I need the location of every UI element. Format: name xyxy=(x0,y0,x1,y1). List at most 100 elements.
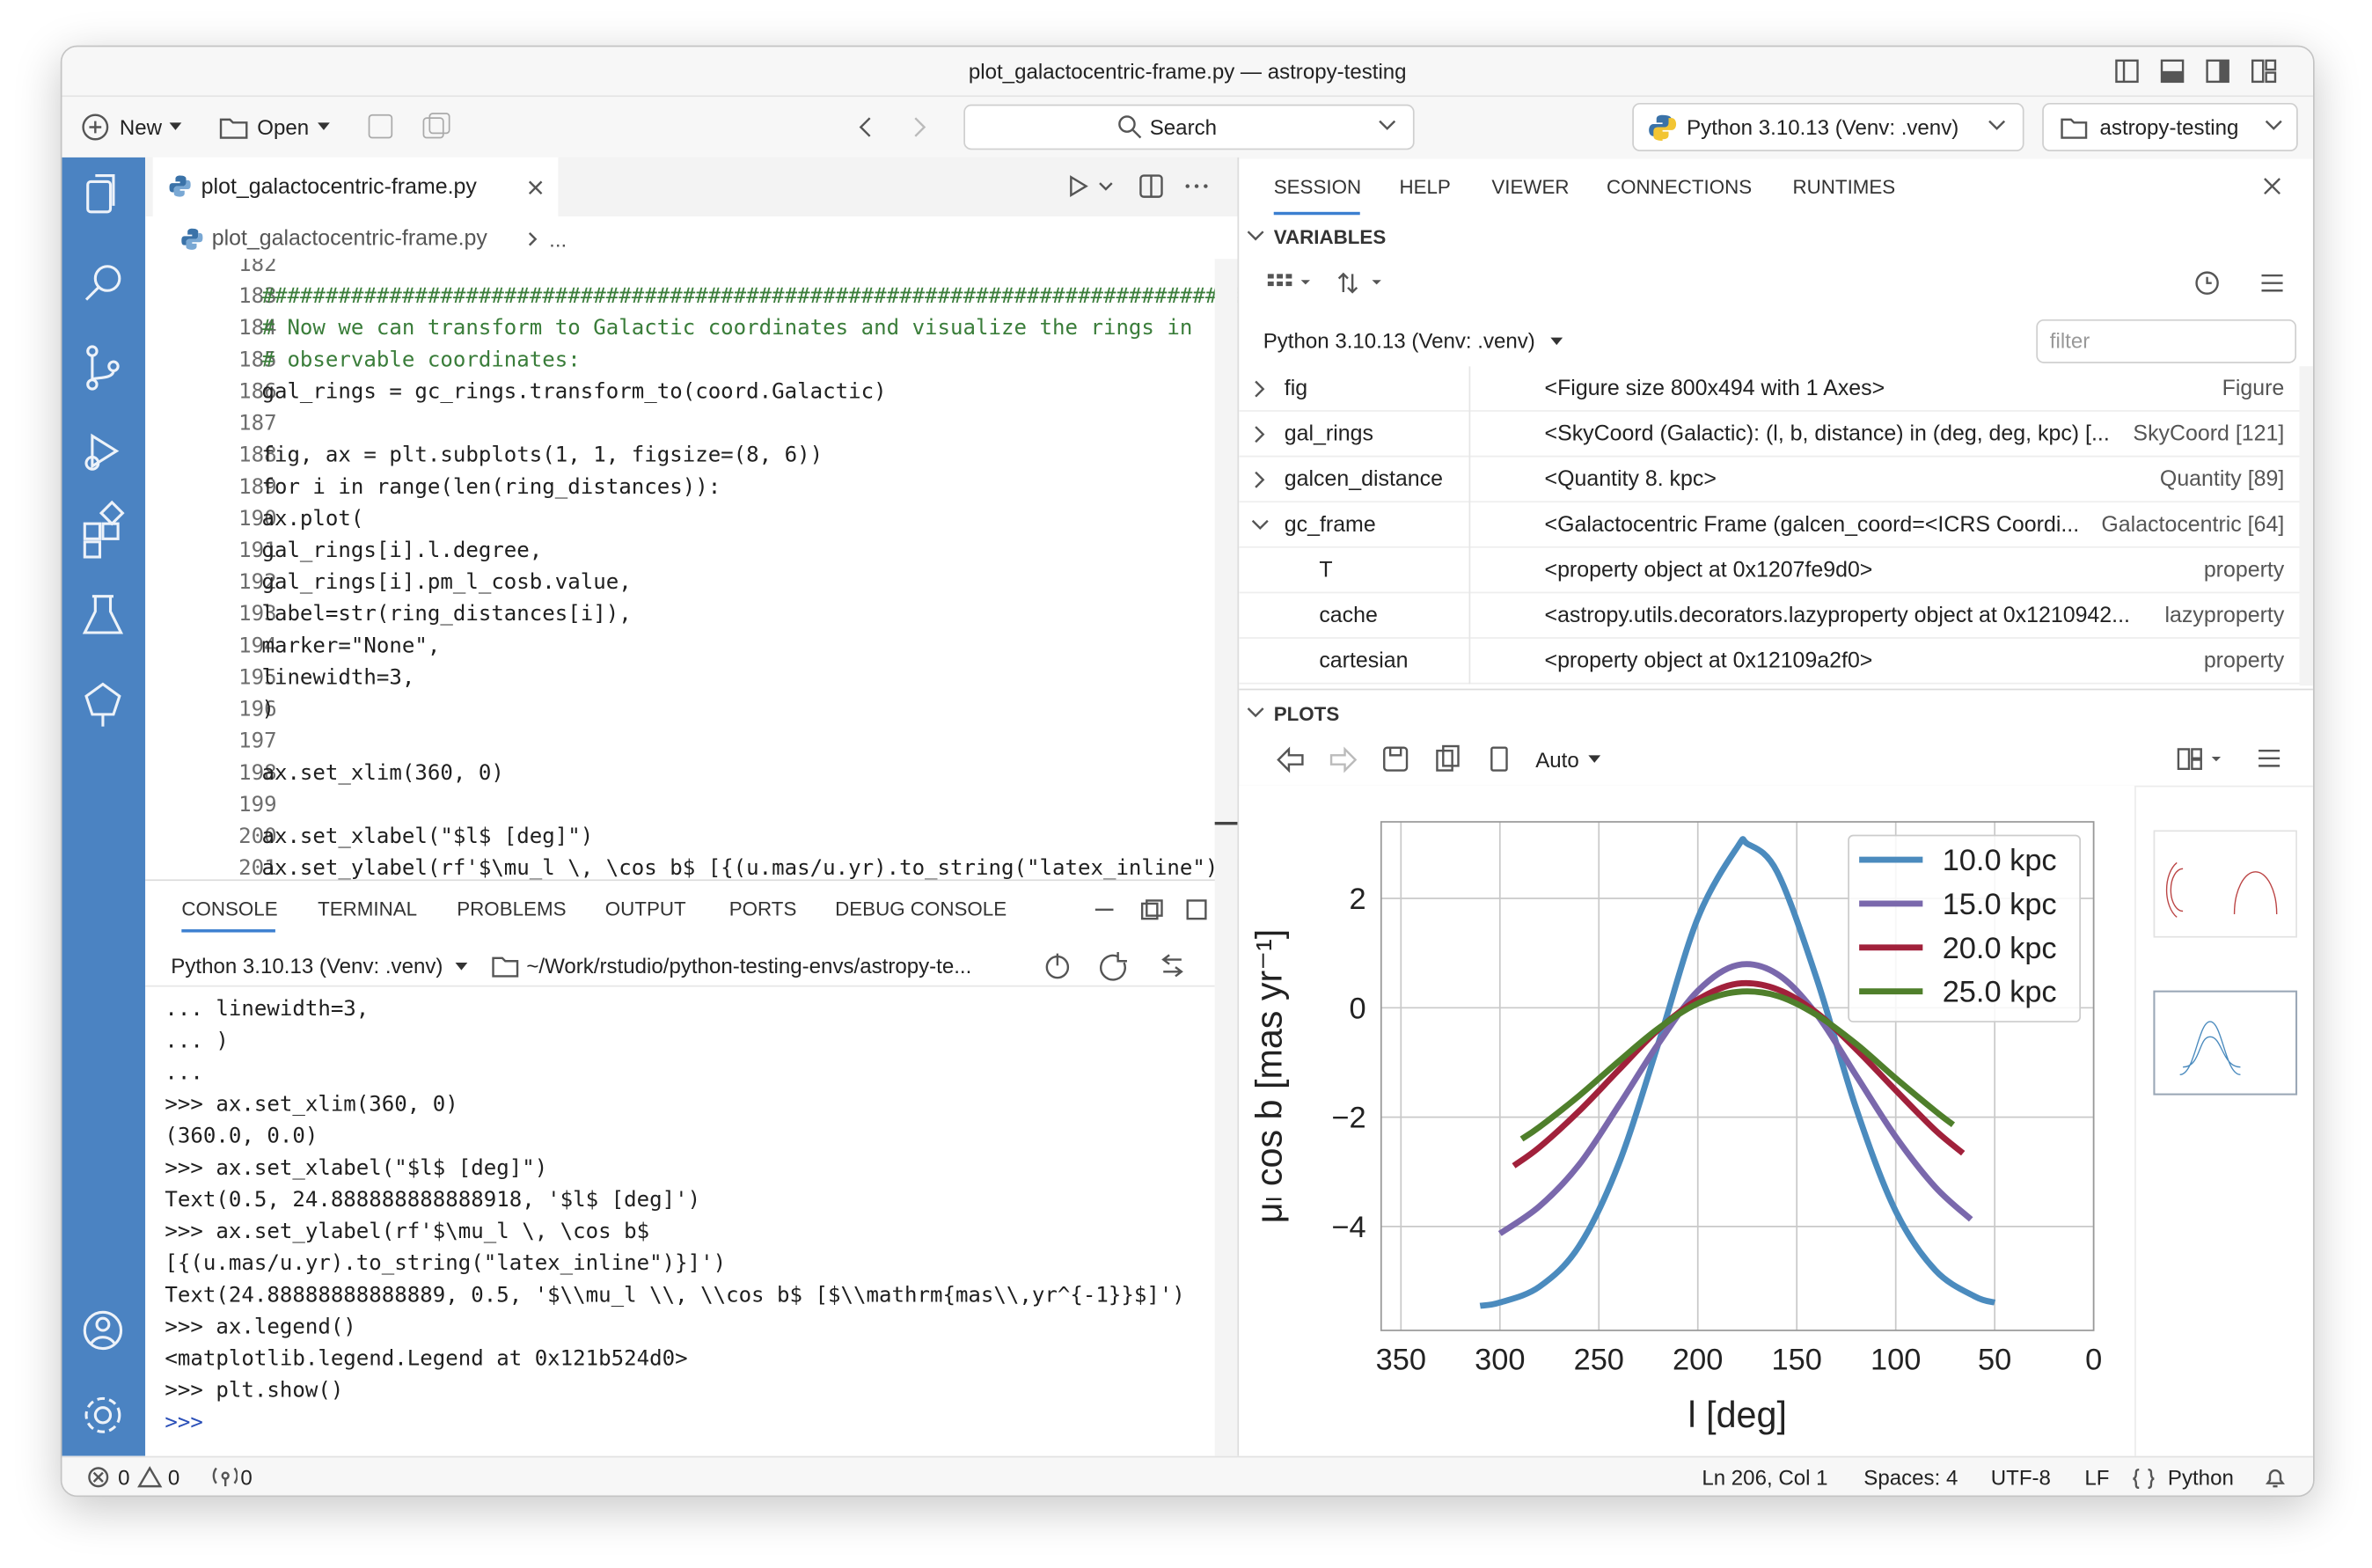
zoom-label[interactable]: Auto xyxy=(1535,747,1579,773)
variable-name[interactable]: cartesian xyxy=(1319,648,1409,674)
panel-tab[interactable]: PORTS xyxy=(728,898,797,920)
close-pane[interactable] xyxy=(2262,176,2283,197)
dropdown-arrow xyxy=(169,122,182,130)
expander[interactable] xyxy=(1251,380,1270,399)
open-icon[interactable] xyxy=(218,112,252,142)
editor-tab-label[interactable]: plot_galactocentric-frame.py xyxy=(201,175,477,201)
bell-icon[interactable] xyxy=(2263,1465,2288,1490)
variable-type[interactable]: Figure xyxy=(2222,377,2285,401)
variable-name[interactable]: gal_rings xyxy=(1284,421,1373,447)
series-line xyxy=(1519,988,1956,1142)
panel-actions[interactable] xyxy=(1091,898,1212,922)
legend-box xyxy=(1848,834,2082,1022)
editor-tab[interactable] xyxy=(152,157,559,216)
new-icon[interactable] xyxy=(80,112,110,142)
console-actions[interactable] xyxy=(1043,949,1240,983)
expander[interactable] xyxy=(1251,425,1270,443)
status-errors[interactable]: 0 xyxy=(118,1465,130,1490)
panel-tab[interactable]: PROBLEMS xyxy=(457,898,567,920)
line-number: 199 xyxy=(238,792,277,817)
variable-name[interactable]: T xyxy=(1319,558,1333,583)
status-icons[interactable] xyxy=(86,1465,238,1490)
expander[interactable] xyxy=(1251,471,1270,489)
new-button[interactable]: New xyxy=(119,114,163,140)
layout-icons[interactable] xyxy=(2112,56,2293,86)
line-number: 189 xyxy=(238,474,277,499)
variables-scrollbar[interactable] xyxy=(2299,366,2313,686)
thumbnail-divider xyxy=(2134,787,2136,1456)
open-button[interactable]: Open xyxy=(257,114,310,140)
panel-tab[interactable]: TERMINAL xyxy=(318,898,418,920)
session-tab[interactable]: SESSION xyxy=(1273,175,1362,199)
status-encoding[interactable]: UTF-8 xyxy=(1990,1465,2051,1490)
nav-arrows[interactable] xyxy=(849,112,940,142)
status-eol[interactable]: LF xyxy=(2084,1465,2110,1490)
console-interpreter[interactable]: Python 3.10.13 (Venv: .venv) xyxy=(171,953,443,978)
code-area[interactable]: 182 183 ##################################… xyxy=(145,259,1237,879)
variables-toolbar[interactable] xyxy=(1264,267,1401,297)
x-tick-label: 150 xyxy=(1772,1344,1822,1377)
expander[interactable] xyxy=(1251,517,1270,535)
plots-toolbar[interactable] xyxy=(1272,744,1514,777)
variable-value[interactable]: <SkyCoord (Galactic): (l, b, distance) i… xyxy=(1544,421,2110,447)
variable-type[interactable]: property xyxy=(2203,558,2285,583)
activity-icons[interactable] xyxy=(62,158,145,1456)
status-language[interactable]: Python xyxy=(2167,1465,2234,1490)
save-icons[interactable] xyxy=(364,112,455,142)
breadcrumb-file[interactable]: plot_galactocentric-frame.py xyxy=(211,227,487,252)
status-spaces[interactable]: Spaces: 4 xyxy=(1863,1465,1958,1490)
search-box[interactable] xyxy=(963,104,1415,150)
variable-type[interactable]: SkyCoord [121] xyxy=(2133,421,2285,447)
console-line: <matplotlib.legend.Legend at 0x121b524d0… xyxy=(165,1346,688,1371)
editor-actions[interactable] xyxy=(1064,172,1215,200)
variables-header[interactable]: VARIABLES xyxy=(1273,225,1387,249)
variable-value[interactable]: <astropy.utils.decorators.lazyproperty o… xyxy=(1544,604,2130,628)
project-box[interactable] xyxy=(2042,102,2298,152)
code-line: ax.set_xlim(360, 0) xyxy=(261,760,504,785)
variable-value[interactable]: <Galactocentric Frame (galcen_coord=<ICR… xyxy=(1544,513,2080,538)
scrollbar[interactable] xyxy=(1214,259,1238,880)
variable-name[interactable]: galcen_distance xyxy=(1284,467,1443,493)
filter-box[interactable] xyxy=(2036,319,2297,363)
interpreter-box[interactable] xyxy=(1632,102,2024,152)
plots-actions[interactable] xyxy=(2174,744,2295,777)
console-output[interactable]: ... linewidth=3, ... )... >>> ax.set_xlim(… xyxy=(145,987,1215,1456)
session-tab[interactable]: CONNECTIONS xyxy=(1607,175,1753,199)
variable-value[interactable]: <property object at 0x1207fe9d0> xyxy=(1544,558,1873,583)
variable-name[interactable]: gc_frame xyxy=(1284,513,1376,538)
panel-tab[interactable]: DEBUG CONSOLE xyxy=(835,898,1007,920)
variable-value[interactable]: <Figure size 800x494 with 1 Axes> xyxy=(1544,377,1885,401)
variable-type[interactable]: property xyxy=(2203,648,2285,674)
variable-name[interactable]: cache xyxy=(1319,604,1378,628)
status-warnings[interactable]: 0 xyxy=(167,1465,180,1490)
plot-thumbnails[interactable] xyxy=(2134,787,2313,1455)
close-tab[interactable] xyxy=(525,177,546,198)
plots-header[interactable]: PLOTS xyxy=(1273,702,1340,725)
session-tab[interactable]: RUNTIMES xyxy=(1792,175,1896,199)
status-ports[interactable]: 0 xyxy=(240,1465,253,1490)
variable-name[interactable]: fig xyxy=(1284,377,1308,401)
panel-tab[interactable]: CONSOLE xyxy=(181,898,278,920)
line-number: 201 xyxy=(238,855,277,880)
search-icon xyxy=(1118,115,1142,139)
panel-tab[interactable]: OUTPUT xyxy=(604,898,686,920)
session-tab[interactable]: HELP xyxy=(1399,175,1451,199)
line-number: 186 xyxy=(238,378,277,404)
variable-type[interactable]: lazyproperty xyxy=(2164,604,2285,628)
variable-value[interactable]: <property object at 0x12109a2f0> xyxy=(1544,648,1873,674)
variables-actions[interactable] xyxy=(2192,267,2297,297)
breadcrumb-more[interactable]: ... xyxy=(549,227,567,252)
variable-type[interactable]: Quantity [89] xyxy=(2159,467,2285,493)
variable-type[interactable]: Galactocentric [64] xyxy=(2101,513,2285,538)
console-scrollbar[interactable] xyxy=(1214,831,1238,1456)
status-bar xyxy=(62,1455,2313,1496)
code-line: gal_rings[i].pm_l_cosb.value, xyxy=(261,569,632,595)
status-position[interactable]: Ln 206, Col 1 xyxy=(1702,1465,1828,1490)
variables-interpreter[interactable]: Python 3.10.13 (Venv: .venv) xyxy=(1263,328,1535,353)
console-line: ... linewidth=3, xyxy=(165,996,370,1022)
session-tab[interactable]: VIEWER xyxy=(1491,175,1570,199)
variable-value[interactable]: <Quantity 8. kpc> xyxy=(1544,467,1717,493)
code-line: ax.plot( xyxy=(261,506,364,531)
variable-row-border xyxy=(1239,591,2300,594)
dropdown-arrow xyxy=(1550,337,1563,346)
